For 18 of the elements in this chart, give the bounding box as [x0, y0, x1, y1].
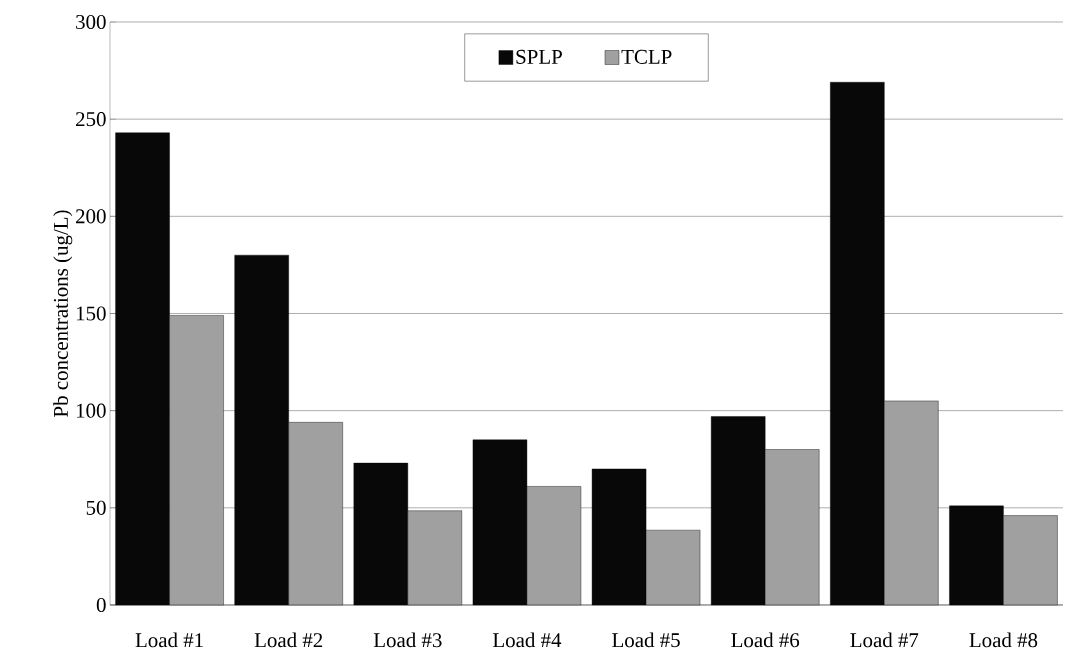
y-tick-label: 0	[96, 597, 106, 613]
legend-label: SPLP	[516, 49, 562, 64]
x-tick-label: Load #8	[969, 632, 1038, 648]
y-axis-title: Pb concentrations (ug/L)	[53, 210, 73, 417]
y-tick-label: 200	[76, 209, 106, 224]
x-tick-label: Load #3	[373, 632, 442, 648]
y-tick-label: 50	[86, 500, 106, 515]
x-tick-label: Load #2	[254, 632, 323, 648]
x-tick-label: Load #4	[492, 632, 562, 648]
legend-label: TCLP	[621, 49, 672, 64]
x-tick-label: Load #5	[612, 632, 680, 648]
x-tick-label: Load #1	[135, 632, 203, 648]
x-tick-label: Load #6	[731, 632, 800, 648]
y-tick-label: 250	[76, 112, 106, 127]
y-tick-label: 100	[76, 403, 106, 418]
y-tick-label: 150	[76, 306, 106, 321]
y-tick-label: 300	[76, 14, 106, 30]
x-tick-label: Load #7	[850, 632, 919, 648]
